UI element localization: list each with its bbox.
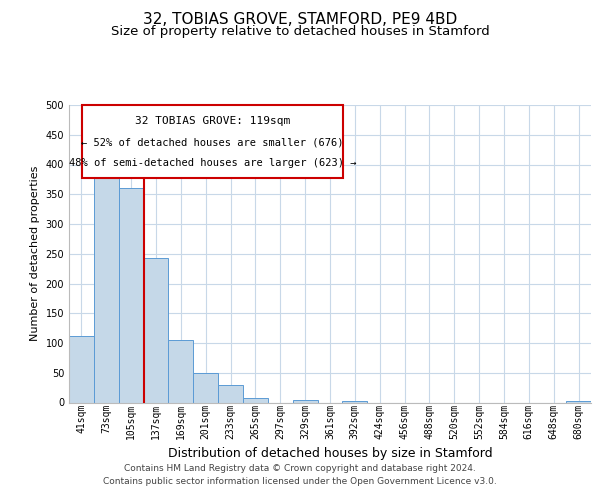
- Text: 32, TOBIAS GROVE, STAMFORD, PE9 4BD: 32, TOBIAS GROVE, STAMFORD, PE9 4BD: [143, 12, 457, 28]
- Bar: [218, 384, 243, 402]
- Text: 32 TOBIAS GROVE: 119sqm: 32 TOBIAS GROVE: 119sqm: [135, 116, 290, 126]
- Bar: [169, 340, 193, 402]
- Text: Contains public sector information licensed under the Open Government Licence v3: Contains public sector information licen…: [103, 477, 497, 486]
- Y-axis label: Number of detached properties: Number of detached properties: [30, 166, 40, 342]
- X-axis label: Distribution of detached houses by size in Stamford: Distribution of detached houses by size …: [167, 448, 493, 460]
- Bar: [293, 400, 317, 402]
- Text: Contains HM Land Registry data © Crown copyright and database right 2024.: Contains HM Land Registry data © Crown c…: [124, 464, 476, 473]
- Text: Size of property relative to detached houses in Stamford: Size of property relative to detached ho…: [110, 25, 490, 38]
- Text: ← 52% of detached houses are smaller (676): ← 52% of detached houses are smaller (67…: [82, 137, 344, 147]
- Bar: [69, 336, 94, 402]
- Bar: [143, 258, 169, 402]
- Bar: [243, 398, 268, 402]
- Text: 48% of semi-detached houses are larger (623) →: 48% of semi-detached houses are larger (…: [69, 158, 356, 168]
- Bar: [94, 168, 119, 402]
- Bar: [119, 188, 143, 402]
- FancyBboxPatch shape: [82, 105, 343, 178]
- Bar: [193, 373, 218, 402]
